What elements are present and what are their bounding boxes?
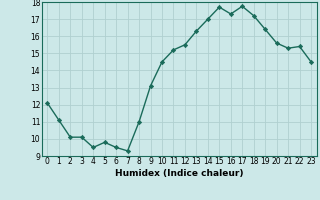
X-axis label: Humidex (Indice chaleur): Humidex (Indice chaleur) [115,169,244,178]
